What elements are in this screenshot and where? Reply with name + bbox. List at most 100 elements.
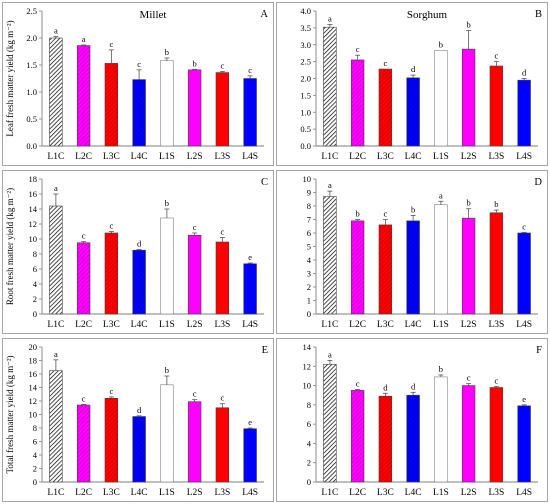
panel-B: 0.0 0.5 1.0 1.5 2.0 2.5 3.0 3.5 4.0 Sorghum Ba L1C c… — [276, 2, 548, 166]
significance-letter: a — [54, 183, 58, 193]
bar-L3S — [215, 407, 230, 483]
y-tick-label: 3.0 — [300, 40, 311, 50]
y-tick-label: 0 — [307, 309, 311, 319]
y-tick-label: 8 — [307, 400, 311, 410]
panel-title: Sorghum — [407, 9, 448, 21]
y-tick-label: 7 — [307, 215, 311, 225]
x-tick-label: L2S — [461, 152, 477, 162]
bar-L4S — [517, 79, 531, 147]
significance-letter: c — [220, 393, 224, 403]
bar-L3S — [489, 65, 504, 147]
significance-letter: a — [328, 14, 332, 24]
x-tick-label: L3C — [377, 320, 394, 330]
x-tick-label: L4S — [242, 320, 258, 330]
bar-L3S — [215, 72, 230, 147]
bar-L2C — [350, 59, 365, 147]
y-tick-label: 4 — [33, 450, 38, 460]
bar-L1S — [434, 50, 448, 147]
bar-L4C — [132, 249, 146, 315]
y-tick-label: 6 — [33, 437, 37, 447]
significance-letter: c — [109, 39, 113, 49]
y-tick-label: 3.5 — [300, 23, 311, 33]
x-tick-label: L2C — [75, 152, 92, 162]
y-tick-label: 2.0 — [26, 33, 37, 43]
x-tick-label: L1C — [47, 320, 64, 330]
y-tick-label: 4.0 — [300, 6, 311, 16]
x-tick-label: L1C — [321, 488, 338, 498]
x-tick-label: L2S — [187, 488, 203, 498]
bar-L4C — [132, 416, 146, 483]
y-tick-label: 8 — [33, 423, 37, 433]
y-tick-label: 0 — [307, 477, 311, 487]
significance-letter: b — [494, 199, 498, 209]
significance-letter: c — [109, 221, 113, 231]
significance-letter: b — [193, 58, 197, 68]
significance-letter: b — [439, 39, 443, 49]
significance-letter: a — [54, 25, 58, 35]
bar-L4S — [243, 263, 257, 315]
bar-L1S — [160, 60, 174, 147]
significance-letter: c — [82, 231, 86, 241]
x-tick-label: L3S — [488, 152, 504, 162]
y-tick-label: 5 — [307, 242, 311, 252]
panel-frame — [2, 338, 274, 502]
y-tick-label: 16 — [29, 369, 38, 379]
x-tick-label: L2C — [75, 320, 92, 330]
x-tick-label: L4C — [405, 488, 422, 498]
y-tick-label: 2 — [307, 282, 311, 292]
significance-letter: c — [356, 44, 360, 54]
x-tick-label: L3C — [377, 152, 394, 162]
bar-L2C — [350, 220, 365, 315]
significance-letter: d — [383, 382, 388, 392]
significance-letter: a — [82, 34, 86, 44]
bar-L1S — [434, 204, 448, 315]
y-tick-label: 2 — [33, 294, 37, 304]
y-tick-label: 3 — [307, 269, 311, 279]
panel-frame — [2, 2, 274, 166]
y-tick-label: 18 — [29, 356, 38, 366]
x-tick-label: L1C — [321, 152, 338, 162]
x-tick-label: L4C — [131, 488, 148, 498]
bar-L3C — [104, 63, 119, 147]
panel-title: Millet — [140, 9, 167, 21]
x-tick-label: L4S — [242, 152, 258, 162]
significance-letter: e — [248, 252, 252, 262]
x-tick-label: L4C — [405, 320, 422, 330]
x-tick-label: L3C — [377, 488, 394, 498]
significance-letter: c — [193, 222, 197, 232]
y-tick-label: 20 — [29, 342, 38, 352]
y-tick-label: 0.0 — [26, 141, 37, 151]
bar-L3C — [378, 224, 393, 315]
x-tick-label: L4S — [242, 488, 258, 498]
y-tick-label: 6 — [307, 419, 311, 429]
x-tick-label: L2C — [349, 488, 366, 498]
x-tick-label: L1S — [159, 488, 175, 498]
bar-L1C — [323, 26, 337, 147]
y-tick-label: 2.5 — [300, 57, 311, 67]
significance-letter: d — [411, 64, 416, 74]
significance-letter: b — [165, 198, 169, 208]
panel-F: 0 2 4 6 8 10 12 14 Fa L1C c L2C d L3C d L4C b L1S c L2S c L3S… — [276, 338, 548, 502]
significance-letter: c — [494, 376, 498, 386]
y-tick-label: 2.5 — [26, 6, 37, 16]
bar-L1S — [160, 384, 174, 483]
bar-L3C — [104, 232, 119, 315]
significance-letter: d — [137, 239, 142, 249]
significance-letter: c — [109, 386, 113, 396]
x-tick-label: L3C — [103, 152, 120, 162]
significance-letter: d — [522, 68, 527, 78]
y-tick-label: 1.5 — [26, 60, 37, 70]
y-tick-label: 4 — [307, 438, 312, 448]
x-tick-label: L2C — [349, 320, 366, 330]
bar-L3C — [378, 68, 393, 147]
bar-L4S — [517, 232, 531, 315]
x-tick-label: L1S — [433, 320, 449, 330]
y-tick-label: 12 — [303, 361, 312, 371]
y-tick-label: 14 — [29, 204, 38, 214]
x-tick-label: L4C — [131, 320, 148, 330]
y-tick-label: 10 — [303, 174, 312, 184]
x-tick-label: L3S — [214, 488, 230, 498]
x-tick-label: L1C — [321, 320, 338, 330]
panel-D: 0 1 2 3 4 5 6 7 8 9 10 Da L1C b L2C c L3C b L4C a L1S b L2S b L3… — [276, 170, 548, 334]
x-tick-label: L3S — [488, 488, 504, 498]
